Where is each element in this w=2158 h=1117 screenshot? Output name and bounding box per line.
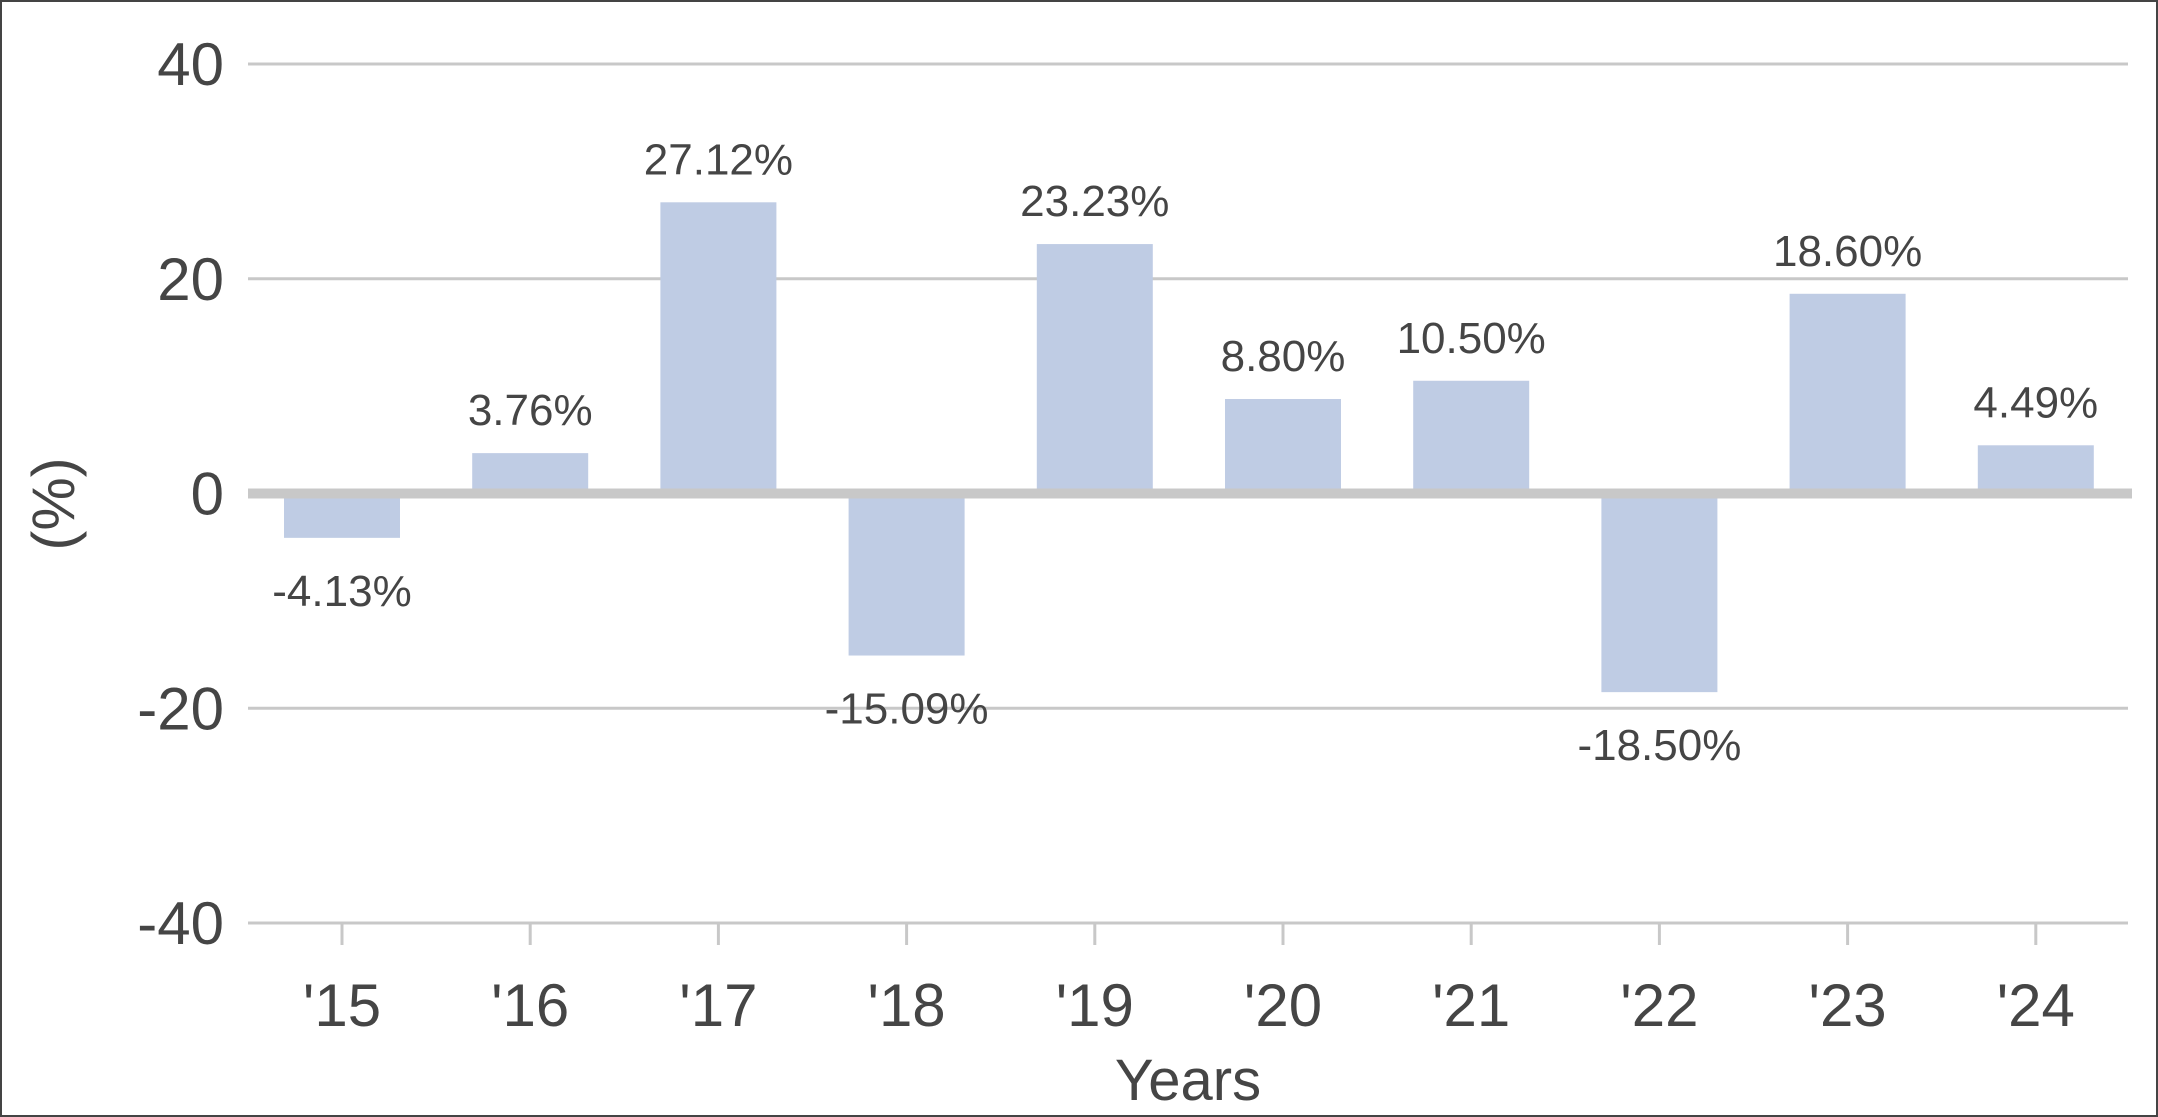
- bar: [1225, 399, 1341, 494]
- y-tick-label: 0: [191, 461, 224, 528]
- y-tick-label: 40: [157, 31, 224, 98]
- x-axis-title: Years: [1115, 1048, 1261, 1113]
- data-label: -18.50%: [1577, 721, 1741, 770]
- x-tick-label: '16: [491, 972, 569, 1039]
- x-tick-label: '22: [1620, 972, 1698, 1039]
- bar: [848, 493, 965, 656]
- y-tick-label: -20: [137, 675, 224, 742]
- data-label: -15.09%: [825, 685, 989, 734]
- x-tick-label: '17: [679, 972, 757, 1039]
- bar: [1036, 244, 1153, 494]
- data-label: 27.12%: [644, 135, 793, 184]
- x-tick-label: '19: [1056, 972, 1134, 1039]
- bar: [1789, 293, 1906, 494]
- data-label: 3.76%: [468, 386, 593, 435]
- data-label: 4.49%: [1973, 378, 2098, 427]
- bar: [1977, 445, 2094, 494]
- bar: [1413, 380, 1530, 494]
- bar: [284, 493, 400, 538]
- x-tick-label: '20: [1244, 972, 1322, 1039]
- y-axis-title: (%): [20, 457, 87, 550]
- bar: [660, 202, 777, 494]
- y-tick-label: -40: [137, 890, 224, 957]
- grid-layer: [248, 62, 2128, 925]
- x-tick-label: '15: [303, 972, 381, 1039]
- data-label: 18.60%: [1773, 227, 1922, 276]
- data-label: 8.80%: [1221, 332, 1346, 381]
- label-layer: -4.13% 3.76% 27.12% -15.09% 23.23% 8.80% 10.50…: [272, 135, 2098, 770]
- bar-layer: [284, 202, 2094, 693]
- data-label: 23.23%: [1020, 177, 1169, 226]
- x-tick-label: '23: [1808, 972, 1886, 1039]
- data-label: -4.13%: [272, 567, 411, 616]
- data-label: 10.50%: [1397, 314, 1546, 363]
- bar: [472, 453, 589, 494]
- bar: [1601, 493, 1718, 693]
- y-tick-label: 20: [157, 246, 224, 313]
- x-tick-label: '24: [1997, 972, 2075, 1039]
- x-tick-label: '21: [1432, 972, 1510, 1039]
- axis-layer: 40 20 0 -20 -40 '15 '16 '17 '18 '19 '20 '21 '22 '23 '2…: [137, 31, 2132, 1039]
- x-tick-label: '18: [867, 972, 945, 1039]
